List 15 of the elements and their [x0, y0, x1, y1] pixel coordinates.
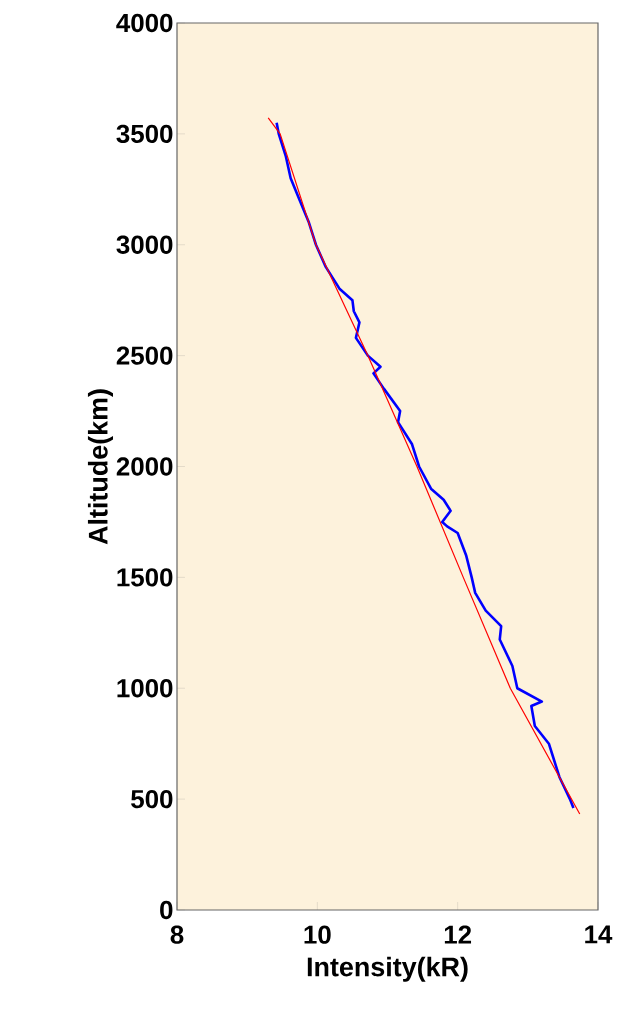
y-tick-label: 1000 — [117, 679, 173, 698]
y-tick-label: 500 — [131, 789, 173, 809]
y-axis-title: Altitude(km) — [87, 389, 114, 545]
y-tick-label: 2000 — [116, 457, 173, 476]
y-tick-label: 3500 — [116, 124, 173, 144]
x-tick-label: 8 — [170, 925, 184, 944]
y-tick-label: 3000 — [116, 235, 173, 254]
x-tick-label: 10 — [304, 925, 331, 944]
x-tick-label: 12 — [444, 925, 472, 944]
x-axis-title: Intensity(kR) — [307, 956, 468, 982]
y-tick-label: 2500 — [116, 346, 173, 365]
x-tick-label: 14 — [585, 925, 613, 944]
y-tick-label: 0 — [160, 900, 173, 920]
y-tick-label: 1500 — [117, 568, 173, 587]
y-tick-label: 4000 — [116, 13, 173, 33]
